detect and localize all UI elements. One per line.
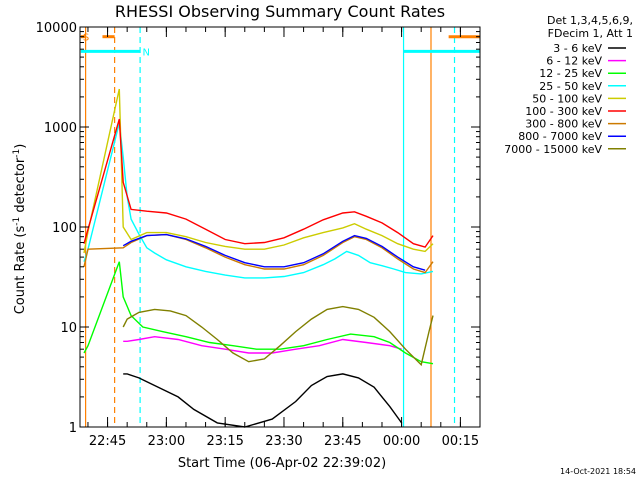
series-layer (83, 88, 434, 428)
y-axis-label-main: Count Rate (s (13, 226, 28, 315)
x-tick-label: 00:00 (383, 434, 420, 449)
series-line-5 (83, 88, 434, 254)
series-line-4 (83, 122, 434, 279)
legend-label: 800 - 7000 keV (518, 130, 602, 143)
legend-label: 50 - 100 keV (532, 92, 602, 105)
chart-title: RHESSI Observing Summary Count Rates (115, 2, 445, 21)
series-line-1 (123, 373, 403, 428)
series-line-3 (83, 261, 434, 365)
legend-label: 300 - 800 keV (525, 118, 602, 131)
legend-header-line: FDecim 1, Att 1 (548, 27, 633, 40)
legend-label: 6 - 12 keV (546, 55, 602, 68)
x-axis: 22:45 23:00 23:15 23:30 23:45 00:00 00:15 (87, 27, 481, 449)
legend-label: 7000 - 15000 keV (504, 143, 602, 156)
y-tick-label: 1 (69, 421, 77, 436)
legend-label: 100 - 300 keV (525, 105, 602, 118)
x-tick-label: 00:15 (442, 434, 479, 449)
legend-label: 25 - 50 keV (539, 80, 602, 93)
saa-annotation: S (83, 33, 89, 44)
footer-date: 14-Oct-2021 18:54 (560, 467, 636, 476)
x-axis-label: Start Time (06-Apr-02 22:39:02) (178, 456, 386, 471)
night-annotation: N (142, 47, 149, 58)
y-axis: 1 10 100 1000 10000 (36, 21, 480, 436)
y-axis-label: Count Rate (s-1 detector-1) (12, 144, 28, 315)
series-line-6 (83, 118, 434, 248)
legend-header-line: Det 1,3,4,5,6,9, (547, 14, 633, 27)
series-line-2 (123, 335, 402, 354)
y-axis-label-exp2: -1 (12, 149, 22, 158)
legend-label: 12 - 25 keV (539, 67, 602, 80)
y-tick-label: 100 (52, 221, 77, 236)
series-line-9 (122, 305, 434, 367)
legend-label: 3 - 6 keV (553, 42, 602, 55)
y-axis-label-exp1: -1 (12, 217, 22, 226)
series-line-8 (122, 233, 426, 271)
y-axis-label-mid: detector (13, 157, 28, 217)
x-tick-label: 23:45 (324, 434, 361, 449)
x-tick-label: 23:30 (265, 434, 302, 449)
series-line-7 (83, 233, 434, 274)
y-tick-label: 1000 (44, 121, 77, 136)
x-tick-label: 22:45 (89, 434, 126, 449)
x-tick-label: 23:15 (206, 434, 243, 449)
x-tick-label: 23:00 (148, 434, 185, 449)
legend: Det 1,3,4,5,6,9,FDecim 1, Att 1 3 - 6 keV… (504, 14, 633, 156)
y-tick-label: 10 (60, 321, 77, 336)
y-axis-label-end: ) (13, 144, 28, 149)
plot-overlays: SN (80, 27, 480, 427)
y-tick-label: 10000 (36, 21, 77, 36)
